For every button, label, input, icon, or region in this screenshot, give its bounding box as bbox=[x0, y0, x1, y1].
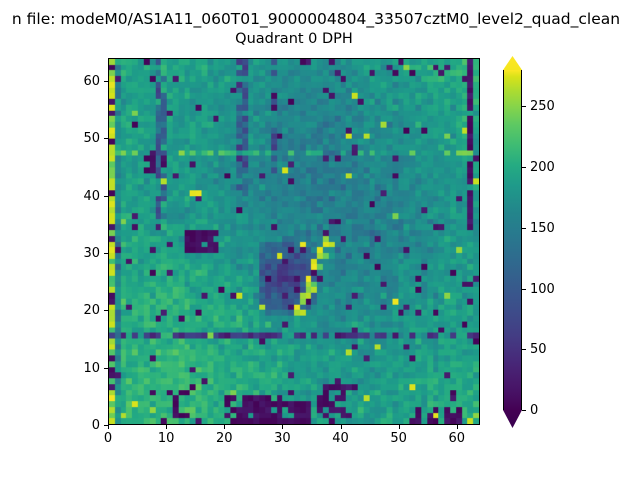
colorbar-tick-label: 0 bbox=[530, 403, 539, 418]
colorbar-tick-mark bbox=[522, 349, 526, 351]
y-tick-label: 40 bbox=[83, 188, 100, 204]
x-tick-label: 10 bbox=[157, 431, 175, 446]
colorbar[interactable] bbox=[503, 56, 522, 428]
colorbar-tick-mark bbox=[522, 410, 526, 411]
x-tick-label: 30 bbox=[274, 431, 291, 446]
colorbar-tick-mark bbox=[522, 227, 526, 229]
y-tick-label: 30 bbox=[83, 245, 100, 261]
y-tick-mark bbox=[104, 425, 108, 426]
y-tick-label: 20 bbox=[83, 303, 100, 319]
y-tick-mark bbox=[104, 80, 108, 82]
x-tick-label: 60 bbox=[448, 431, 466, 446]
colorbar-gradient bbox=[503, 70, 522, 410]
x-tick-label: 0 bbox=[103, 431, 113, 446]
colorbar-tick-mark bbox=[522, 288, 526, 290]
colorbar-extend-upper-arrow bbox=[503, 56, 522, 70]
y-tick-mark bbox=[104, 252, 108, 254]
colorbar-tick-mark bbox=[522, 106, 526, 108]
x-tick-mark bbox=[224, 425, 226, 429]
x-tick-label: 40 bbox=[332, 431, 349, 446]
axes-title: Quadrant 0 DPH bbox=[235, 31, 353, 47]
colorbar-tick-label: 250 bbox=[530, 99, 555, 115]
y-tick-mark bbox=[104, 367, 108, 369]
x-tick-mark bbox=[456, 425, 458, 429]
y-tick-mark bbox=[104, 310, 108, 312]
heatmap-image bbox=[109, 59, 479, 424]
x-tick-label: 20 bbox=[215, 431, 233, 446]
colorbar-tick-label: 50 bbox=[530, 342, 547, 358]
x-tick-label: 50 bbox=[390, 431, 407, 446]
x-tick-mark bbox=[340, 425, 342, 429]
x-tick-mark bbox=[166, 425, 168, 429]
colorbar-tick-label: 100 bbox=[530, 281, 555, 297]
y-tick-label: 50 bbox=[83, 131, 100, 147]
figure-suptitle: n file: modeM0/AS1A11_060T01_9000004804_… bbox=[0, 8, 640, 30]
colorbar-tick-label: 200 bbox=[530, 160, 555, 176]
y-tick-label: 0 bbox=[91, 418, 100, 433]
heatmap-axes[interactable] bbox=[108, 58, 480, 425]
x-tick-mark bbox=[282, 425, 284, 429]
colorbar-tick-mark bbox=[522, 167, 526, 169]
x-tick-mark bbox=[398, 425, 400, 429]
y-tick-label: 10 bbox=[83, 360, 100, 376]
colorbar-tick-label: 150 bbox=[530, 220, 555, 236]
x-tick-mark bbox=[108, 425, 109, 429]
y-tick-mark bbox=[104, 138, 108, 140]
y-tick-mark bbox=[104, 195, 108, 197]
colorbar-extend-lower-arrow bbox=[503, 410, 522, 428]
figure-suptitle-text: n file: modeM0/AS1A11_060T01_9000004804_… bbox=[11, 10, 621, 28]
y-tick-label: 60 bbox=[83, 73, 100, 89]
